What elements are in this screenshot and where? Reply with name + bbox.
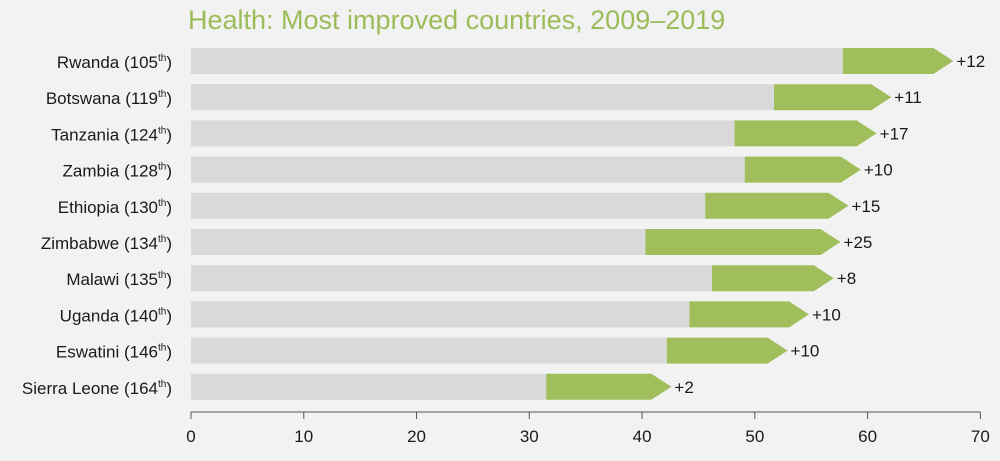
bar-base	[191, 301, 690, 328]
bar-base	[191, 229, 646, 255]
bars-group	[191, 48, 954, 400]
bar-change-arrow	[774, 84, 892, 111]
change-label: +8	[837, 269, 856, 288]
bar-change-arrow	[744, 156, 861, 183]
bar-base	[191, 192, 706, 219]
category-label: Rwanda (105th)	[57, 53, 172, 72]
bar-change-arrow	[842, 48, 954, 74]
x-tick-label: 60	[858, 427, 877, 446]
bar-change-arrow	[689, 301, 809, 328]
category-label: Malawi (135th)	[66, 270, 172, 289]
bar-change-arrow	[666, 337, 788, 364]
change-label: +15	[851, 197, 880, 216]
category-labels: Rwanda (105th) Botswana (119th) Tanzania (…	[22, 53, 172, 398]
change-label: +10	[791, 342, 820, 361]
x-tick-label: 0	[186, 427, 195, 446]
x-tick-label: 10	[294, 427, 313, 446]
x-axis: 0 10 20 30 40 50 60 70	[186, 411, 990, 446]
chart-title: Health: Most improved countries, 2009–20…	[188, 5, 726, 35]
category-label: Botswana (119th)	[46, 89, 172, 108]
bar-change-arrow	[546, 373, 672, 400]
bar-base	[191, 48, 843, 74]
x-tick-label: 50	[745, 427, 764, 446]
change-label: +12	[956, 52, 985, 71]
bar-change-arrow	[645, 229, 841, 255]
category-label: Uganda (140th)	[60, 306, 172, 325]
bar-base	[191, 84, 775, 111]
change-label: +2	[674, 378, 693, 397]
bar-change-arrow	[705, 192, 849, 219]
x-tick-label: 20	[407, 427, 426, 446]
change-label: +25	[844, 233, 873, 252]
bar-base	[191, 156, 745, 183]
x-tick-label: 30	[520, 427, 539, 446]
x-tick-label: 40	[633, 427, 652, 446]
change-label: +17	[880, 124, 909, 143]
change-labels: +12 +11 +17 +10 +15 +25 +8 +10 +10 +2	[674, 52, 985, 397]
category-label: Zimbabwe (134th)	[41, 234, 172, 253]
x-tick-label: 70	[971, 427, 990, 446]
bar-change-arrow	[734, 120, 877, 147]
change-label: +11	[894, 88, 922, 107]
bar-base	[191, 373, 547, 400]
category-label: Eswatini (146th)	[56, 343, 172, 362]
bar-change-arrow	[711, 265, 834, 292]
category-label: Tanzania (124th)	[51, 125, 172, 144]
bar-base	[191, 337, 667, 364]
category-label: Sierra Leone (164th)	[22, 379, 172, 398]
category-label: Zambia (128th)	[63, 162, 172, 181]
change-label: +10	[864, 161, 893, 180]
change-label: +10	[812, 305, 841, 324]
category-label: Ethiopia (130th)	[58, 198, 172, 217]
bar-base	[191, 120, 735, 147]
bar-base	[191, 265, 712, 292]
